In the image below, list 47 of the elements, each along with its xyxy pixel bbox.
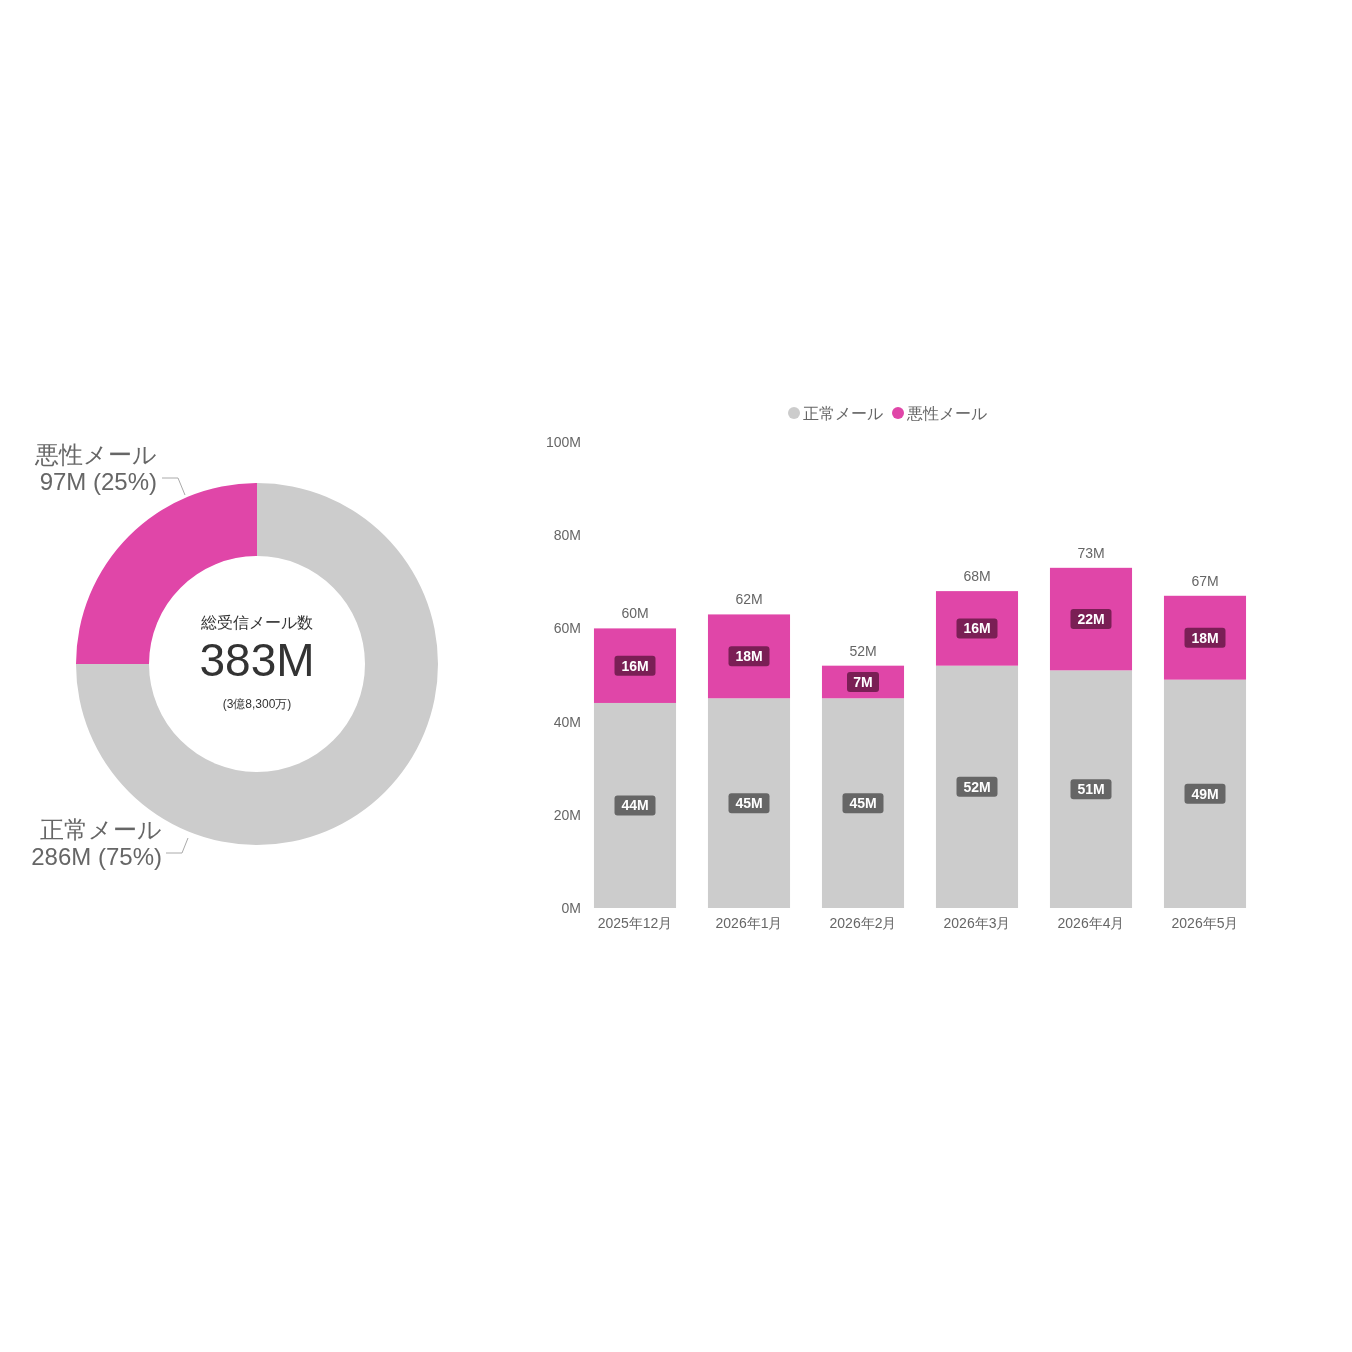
x-tick-label: 2026年4月 <box>1057 915 1125 931</box>
legend-label: 悪性メール <box>906 405 987 422</box>
text: 総受信メール数 <box>200 614 313 631</box>
x-tick-label: 2026年3月 <box>943 915 1011 931</box>
total-label: 52M <box>849 642 877 659</box>
bar <box>1049 670 1133 908</box>
y-tick-label: 40M <box>553 713 581 730</box>
total-label: 73M <box>1077 544 1105 561</box>
total-label: 67M <box>1191 572 1219 589</box>
text: (3億8,300万) <box>222 697 292 711</box>
x-tick-label: 2025年12月 <box>597 915 673 931</box>
slice-label: 正常メール <box>40 816 162 843</box>
data-label: 51M <box>1077 781 1105 798</box>
total-label: 60M <box>621 605 649 622</box>
legend-label: 正常メール <box>803 405 883 422</box>
data-label: 44M <box>621 797 649 814</box>
data-label: 18M <box>1191 629 1219 646</box>
data-label: 97M (25%) <box>39 468 157 495</box>
data-label: 286M (75%) <box>31 843 162 870</box>
text: 383M <box>199 634 315 686</box>
data-label: 16M <box>621 657 649 674</box>
data-label: 49M <box>1191 785 1219 802</box>
total-label: 68M <box>963 568 991 585</box>
data-label: 22M <box>1077 611 1105 628</box>
bar <box>707 698 791 908</box>
y-tick-label: 80M <box>553 527 581 544</box>
data-label: 52M <box>963 778 991 795</box>
y-tick-label: 0M <box>561 900 581 916</box>
y-tick-label: 20M <box>553 806 581 823</box>
x-tick-label: 2026年2月 <box>829 915 897 931</box>
y-tick-label: 100M <box>545 434 581 450</box>
data-label: 18M <box>735 648 763 665</box>
bar <box>707 614 791 699</box>
bar <box>593 702 677 908</box>
slice-label: 悪性メール <box>34 441 157 468</box>
data-label: 45M <box>849 795 877 812</box>
bar <box>821 698 905 908</box>
bar <box>1049 567 1133 671</box>
x-tick-label: 2026年1月 <box>715 915 783 931</box>
total-label: 62M <box>735 591 763 608</box>
data-label: 45M <box>735 795 763 812</box>
bar <box>1163 679 1247 908</box>
data-label: 7M <box>853 673 873 690</box>
x-tick-label: 2026年5月 <box>1171 915 1239 931</box>
bar <box>935 665 1019 908</box>
y-tick-label: 60M <box>553 620 581 637</box>
data-label: 16M <box>963 620 991 637</box>
